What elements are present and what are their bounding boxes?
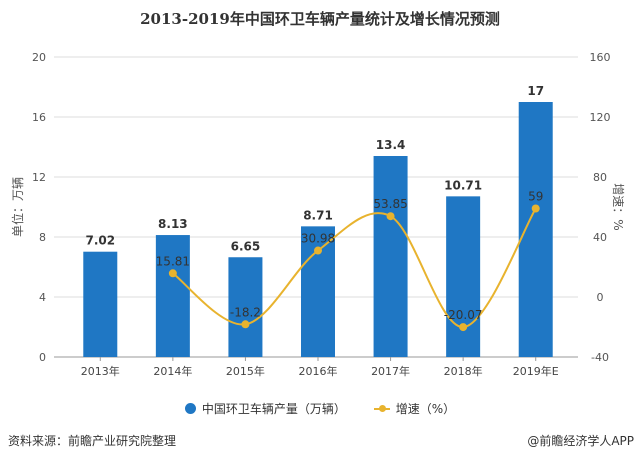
x-tick-label: 2013年	[81, 364, 120, 378]
bar	[155, 235, 190, 357]
growth-point	[459, 323, 468, 332]
x-tick-label: 2017年	[371, 364, 410, 378]
x-tick-label: 2014年	[153, 364, 192, 378]
y2-tick-label: 0	[597, 291, 604, 304]
y-tick-label: 16	[32, 111, 46, 124]
growth-value-label: 15.81	[156, 254, 190, 268]
x-tick-label: 2016年	[299, 364, 338, 378]
growth-value-label: 53.85	[373, 197, 407, 211]
bar-value-label: 13.4	[376, 138, 406, 152]
bar	[228, 257, 263, 357]
growth-point	[386, 212, 395, 221]
bar	[301, 226, 335, 357]
x-tick-label: 2018年	[444, 364, 483, 378]
y-tick-label: 12	[32, 171, 46, 184]
growth-point	[531, 204, 540, 213]
y2-tick-label: 80	[593, 171, 607, 184]
growth-value-label: 30.98	[301, 232, 335, 246]
bar-value-label: 10.71	[444, 178, 482, 192]
y-axis-label: 单位：万辆	[10, 177, 25, 237]
x-tick-label: 2019年E	[513, 364, 559, 378]
bar-value-label: 17	[527, 84, 544, 98]
y2-tick-label: 40	[593, 231, 607, 244]
bar-value-label: 7.02	[85, 234, 115, 248]
x-tick-label: 2015年	[226, 364, 265, 378]
legend-line-marker	[373, 404, 390, 412]
legend-bar-marker	[184, 403, 196, 414]
bar-value-label: 6.65	[231, 239, 261, 253]
growth-value-label: 59	[528, 190, 543, 204]
y2-tick-label: 160	[590, 51, 611, 64]
y2-axis-label: 增速：%	[611, 183, 625, 230]
bar	[446, 196, 481, 357]
credit: @前瞻经济学人APP	[527, 434, 634, 448]
bar-value-label: 8.13	[158, 217, 188, 231]
y-tick-label: 0	[39, 351, 46, 364]
y-tick-label: 8	[39, 231, 46, 244]
source-note: 资料来源：前瞻产业研究院整理	[8, 434, 177, 448]
bar	[518, 102, 553, 357]
legend: 中国环卫车辆产量（万辆） 增速（%）	[0, 400, 640, 417]
growth-value-label: -20.07	[444, 308, 483, 322]
bar-value-label: 8.71	[303, 208, 333, 222]
y2-tick-label: 120	[590, 111, 611, 124]
growth-point	[314, 246, 322, 255]
y-tick-label: 4	[39, 291, 46, 304]
legend-line-label: 增速（%）	[395, 402, 456, 416]
growth-point	[168, 269, 177, 278]
growth-point	[241, 320, 250, 329]
chart-title: 2013-2019年中国环卫车辆产量统计及增长情况预测	[140, 10, 500, 28]
bar	[83, 251, 118, 357]
y-tick-label: 20	[32, 51, 46, 64]
growth-value-label: -18.2	[230, 305, 261, 319]
y2-tick-label: -40	[591, 351, 609, 364]
legend-bar-label: 中国环卫车辆产量（万辆）	[201, 402, 346, 416]
bar	[373, 156, 408, 357]
